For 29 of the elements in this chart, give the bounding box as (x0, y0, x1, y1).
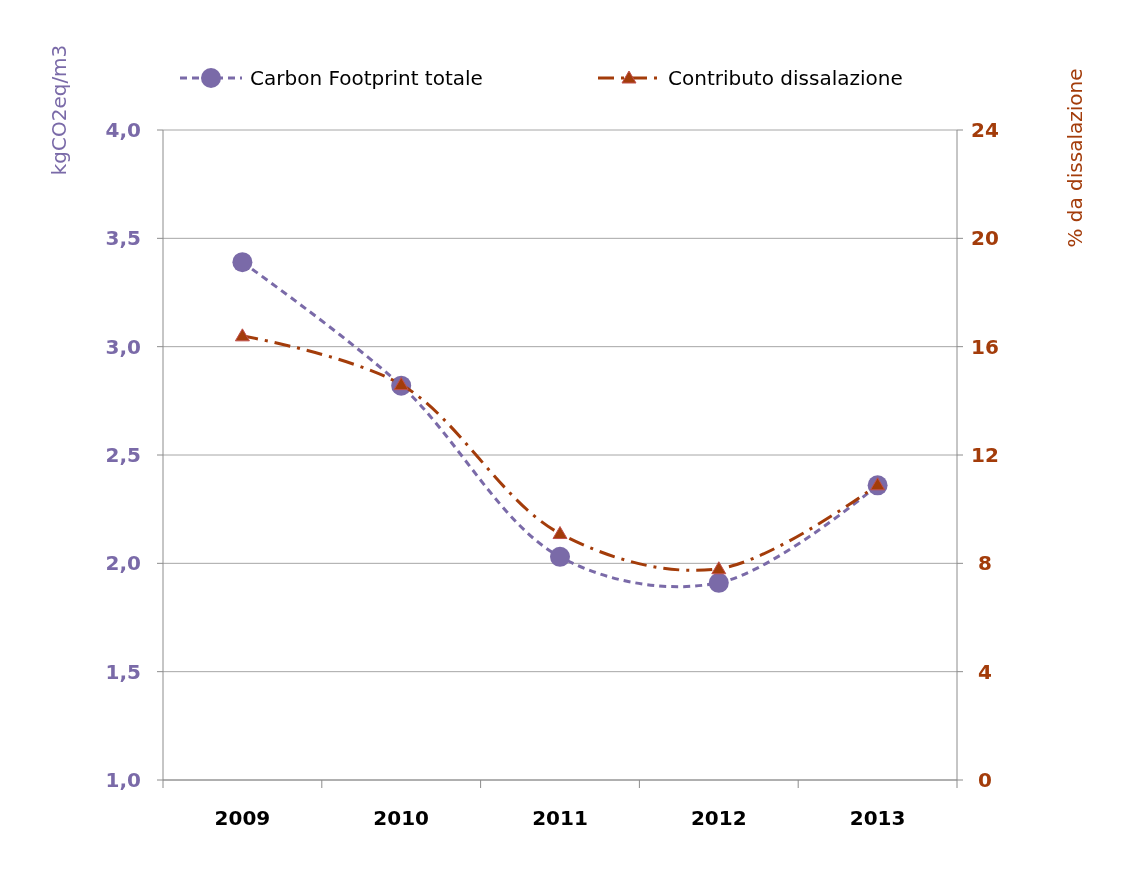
y2-axis-title: % da dissalazione (1063, 68, 1087, 248)
y-axis-title: kgCO2eq/m3 (47, 44, 71, 176)
y-tick-label: 3,5 (105, 226, 141, 251)
y2-tick-label: 4 (978, 659, 992, 684)
y-tick-label: 2,5 (105, 443, 141, 467)
y-tick-label: 3,0 (105, 334, 141, 359)
y-tick-label: 2,0 (105, 551, 141, 576)
legend-label: Contributo dissalazione (668, 66, 903, 90)
legend-label: Carbon Footprint totale (250, 66, 483, 90)
y2-tick-label: 20 (971, 226, 999, 251)
y2-tick-label: 0 (978, 768, 992, 792)
point (552, 526, 568, 540)
x-tick-label: 2013 (849, 806, 906, 830)
y2-tick-label: 8 (978, 551, 992, 576)
y2-tick-label: 12 (971, 443, 999, 467)
x-tick-label: 2012 (690, 806, 747, 830)
y-tick-label: 4,0 (105, 118, 141, 142)
y2-tick-label: 24 (971, 118, 999, 142)
point (232, 252, 253, 273)
point (711, 561, 727, 575)
point (550, 546, 570, 567)
x-tick-label: 2010 (373, 806, 430, 830)
x-tick-label: 2011 (532, 806, 588, 830)
y2-tick-label: 16 (971, 334, 999, 359)
y-tick-label: 1,5 (105, 659, 141, 684)
point (708, 572, 729, 593)
y-tick-label: 1,0 (105, 768, 141, 792)
point (234, 328, 250, 342)
x-tick-label: 2009 (214, 806, 271, 830)
